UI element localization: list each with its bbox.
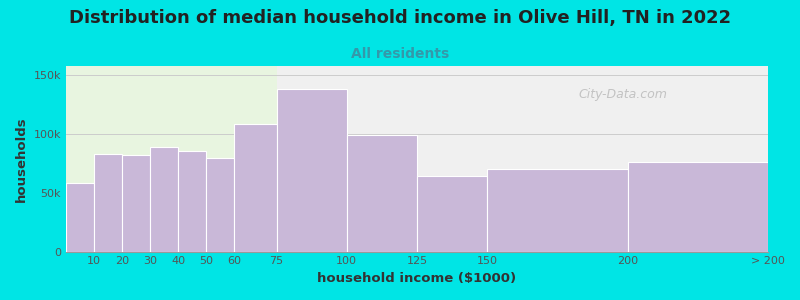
Text: All residents: All residents — [351, 46, 449, 61]
Bar — [346, 135, 417, 252]
Text: City-Data.com: City-Data.com — [578, 88, 667, 101]
Bar — [417, 176, 487, 252]
Y-axis label: households: households — [15, 116, 28, 202]
Bar — [277, 89, 346, 252]
Bar — [66, 66, 277, 252]
Bar — [628, 162, 768, 252]
Bar — [178, 151, 206, 252]
Bar — [206, 158, 234, 252]
Bar — [122, 155, 150, 252]
Bar — [94, 154, 122, 252]
Text: Distribution of median household income in Olive Hill, TN in 2022: Distribution of median household income … — [69, 9, 731, 27]
Bar — [234, 124, 277, 252]
Bar — [66, 184, 94, 252]
Bar — [150, 147, 178, 252]
Bar — [487, 169, 628, 252]
X-axis label: household income ($1000): household income ($1000) — [318, 272, 517, 285]
